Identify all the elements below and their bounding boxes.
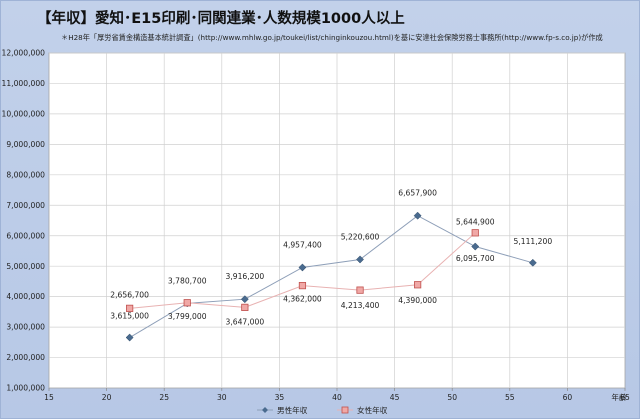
x-tick-label: 50: [447, 393, 457, 402]
y-tick-label: 8,000,000: [6, 170, 45, 179]
y-tick-label: 7,000,000: [6, 201, 45, 210]
data-point: [298, 263, 307, 272]
y-tick-label: 9,000,000: [6, 140, 45, 149]
series-female: 3,615,000 3,799,000 3,647,000 4,362,000 4,21…: [110, 229, 495, 326]
data-point: [240, 295, 249, 304]
data-point: [125, 333, 134, 342]
data-point: [528, 258, 537, 267]
y-tick-label: 6,000,000: [6, 231, 45, 240]
data-label: 4,213,400: [341, 301, 380, 310]
data-label: 5,220,600: [341, 232, 380, 241]
series-male: 2,656,700 3,780,700 3,916,200 4,957,400 5,22…: [110, 189, 553, 342]
data-point: [241, 303, 249, 311]
data-point: [356, 255, 364, 264]
data-label: 6,095,700: [456, 254, 495, 263]
x-tick-label: 65: [620, 393, 630, 402]
data-label: 3,799,000: [168, 312, 207, 321]
data-point: [413, 211, 422, 220]
data-point: [126, 304, 134, 312]
data-label: 5,644,900: [456, 218, 495, 227]
data-point: [183, 299, 191, 307]
x-tick-label: 20: [102, 393, 112, 402]
x-axis: 15 20 25 30 35 40 45 50 55 60 65: [44, 388, 630, 402]
grid: [49, 52, 625, 388]
data-label: 5,111,200: [514, 237, 553, 246]
data-label: 2,656,700: [110, 291, 149, 300]
data-point: [414, 281, 422, 289]
x-tick-label: 45: [390, 393, 400, 402]
y-tick-label: 1,000,000: [6, 384, 45, 393]
x-tick-label: 60: [563, 393, 573, 402]
chart-subtitle: ＊H28年「厚労省賃金構造基本統計調査」(http://www.mhlw.go.…: [61, 33, 603, 42]
legend-marker-female: [341, 406, 349, 414]
data-point: [471, 229, 479, 237]
x-tick-label: 25: [159, 393, 169, 402]
data-label: 3,780,700: [168, 276, 207, 285]
data-label: 3,916,200: [226, 272, 265, 281]
x-tick-label: 30: [217, 393, 227, 402]
x-tick-label: 55: [505, 393, 515, 402]
data-label: 4,362,000: [283, 295, 322, 304]
y-tick-label: 4,000,000: [6, 292, 45, 301]
data-label: 3,615,000: [110, 311, 149, 320]
x-axis-label: 年齢: [611, 392, 627, 402]
data-point: [471, 242, 480, 251]
data-label: 4,957,400: [283, 240, 322, 249]
data-point: [356, 286, 364, 294]
data-label: 4,390,000: [398, 296, 437, 305]
data-label: 3,647,000: [226, 317, 265, 326]
data-label: 6,657,900: [398, 189, 437, 198]
chart-title: 【年収】愛知･E15印刷･同関連業･人数規模1000人以上: [37, 11, 405, 27]
x-tick-label: 15: [44, 393, 54, 402]
legend: 男性年収 女性年収: [257, 405, 388, 415]
legend-marker-male: [262, 407, 268, 413]
data-point: [298, 282, 307, 290]
y-axis: 1,000,000 2,000,000 3,000,000 4,000,000 5,00…: [2, 49, 46, 393]
x-tick-label: 40: [332, 393, 342, 402]
y-tick-label: 5,000,000: [6, 262, 45, 271]
y-tick-label: 12,000,000: [2, 49, 46, 58]
y-tick-label: 10,000,000: [2, 110, 46, 119]
legend-label-male: 男性年収: [277, 405, 308, 415]
x-tick-label: 35: [275, 393, 285, 402]
series-layer: 2,656,700 3,780,700 3,916,200 4,957,400 5,22…: [110, 189, 553, 342]
y-tick-label: 3,000,000: [6, 323, 45, 332]
y-tick-label: 2,000,000: [6, 353, 45, 362]
legend-label-female: 女性年収: [357, 405, 388, 415]
y-tick-label: 11,000,000: [2, 79, 46, 88]
